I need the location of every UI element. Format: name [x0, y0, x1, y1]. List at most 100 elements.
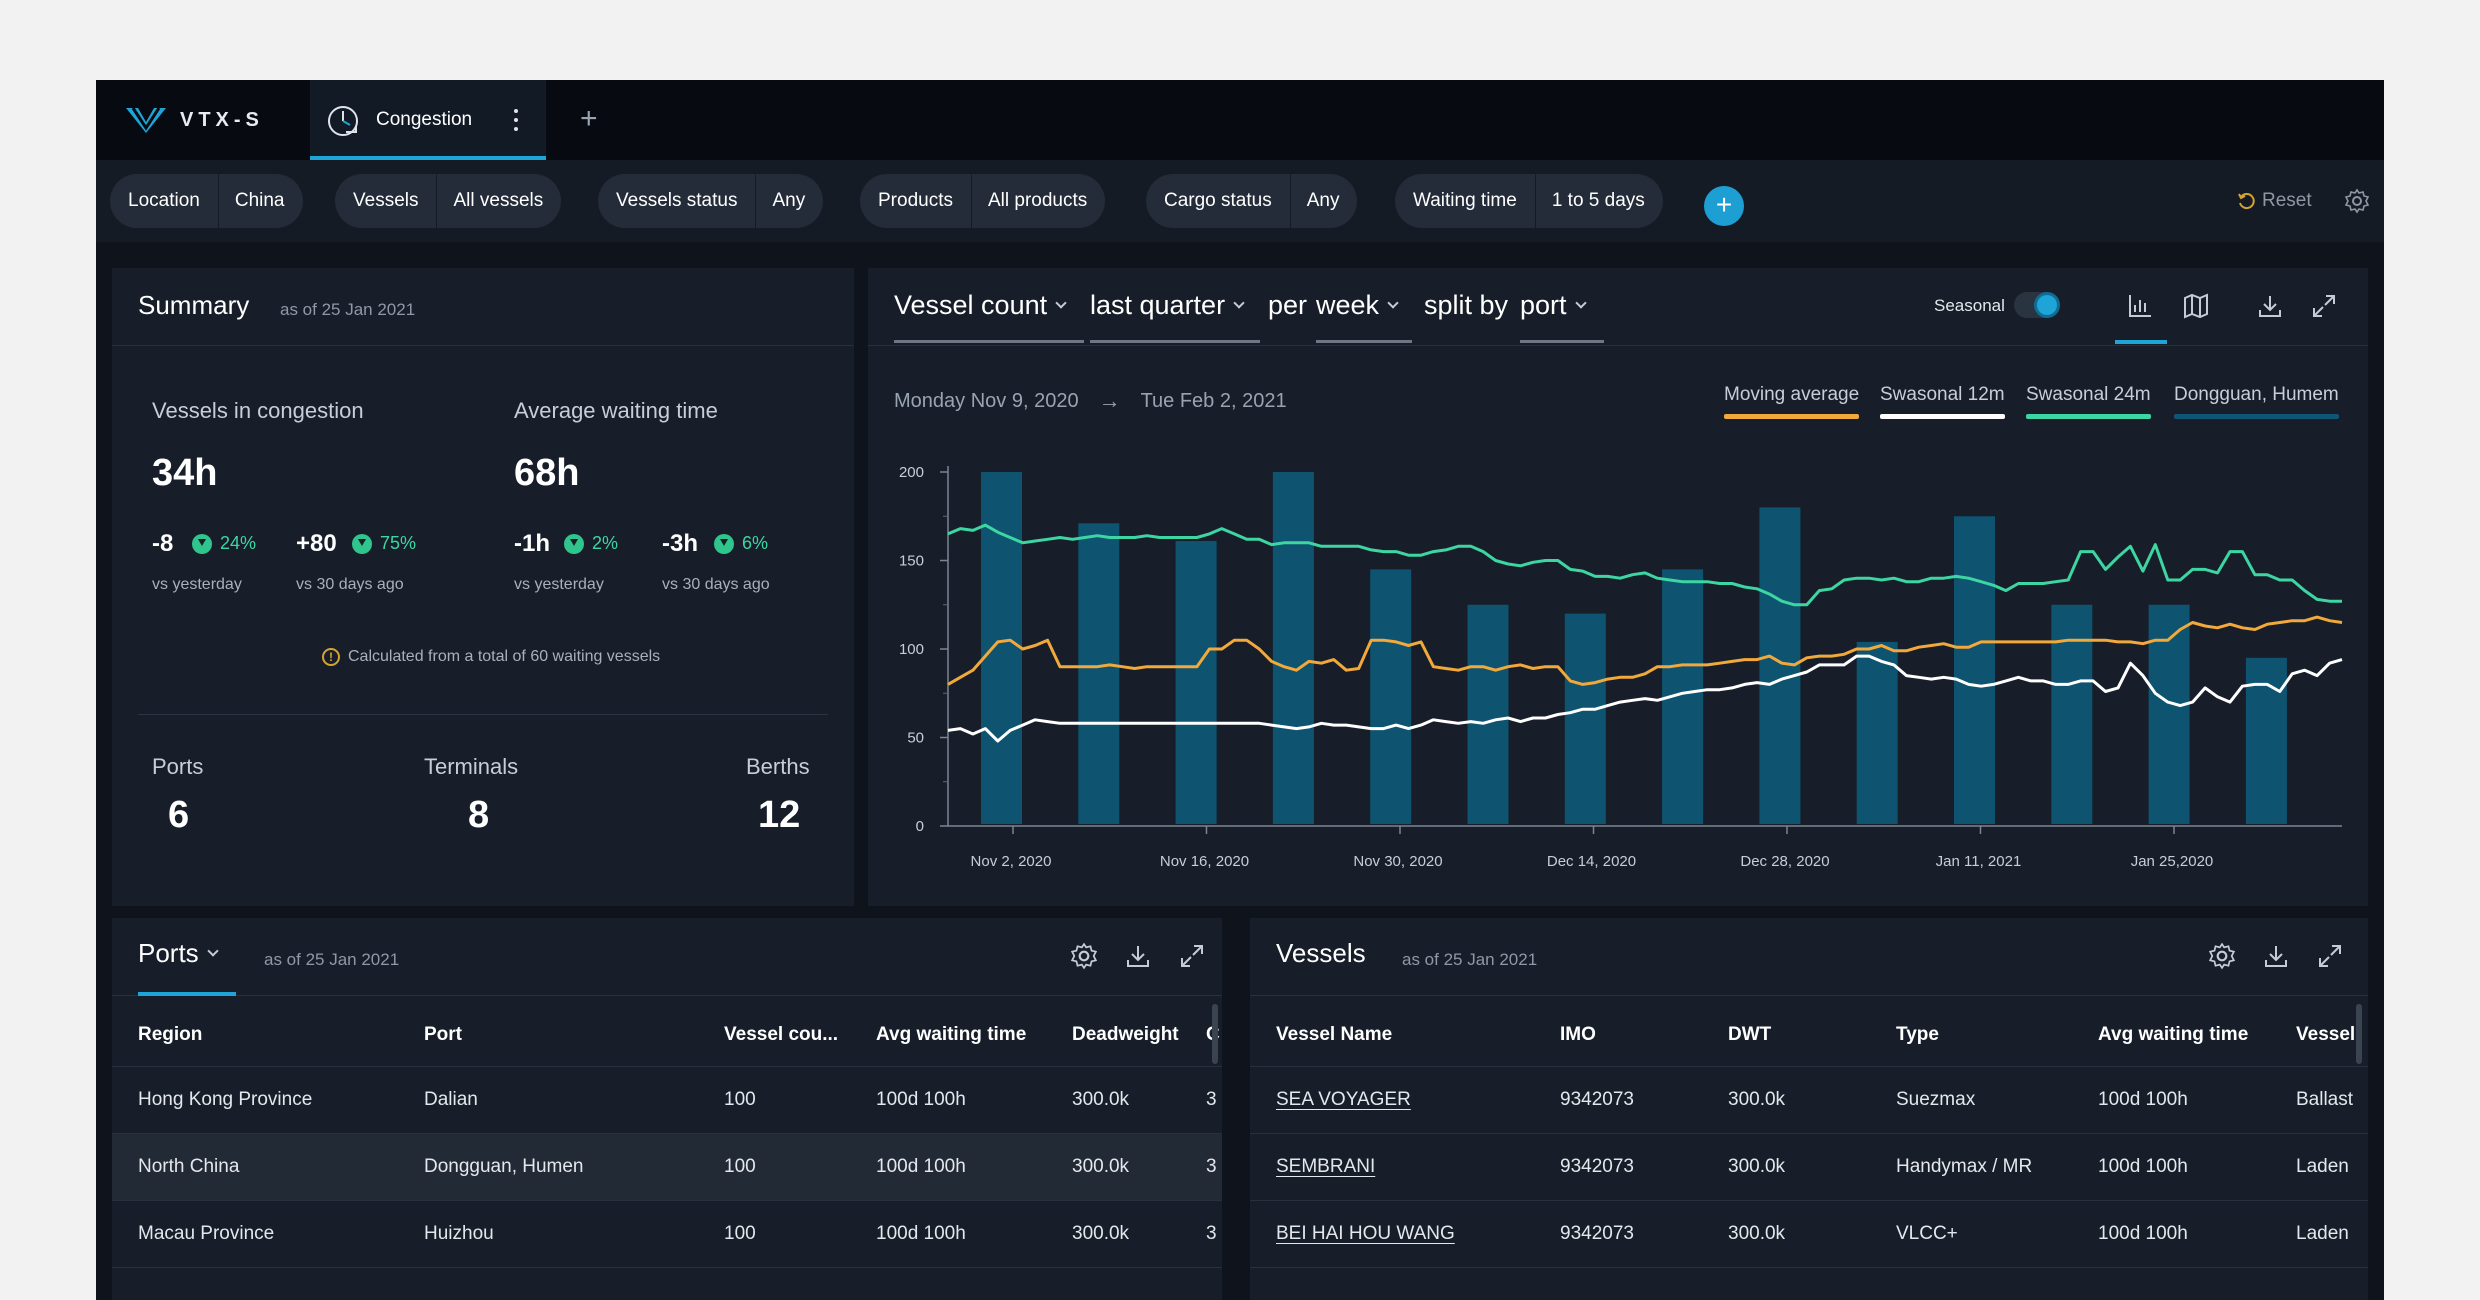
- table-row[interactable]: BEI HAI HOU WANG 9342073 300.0k VLCC+ 10…: [1250, 1200, 2368, 1267]
- reset-button[interactable]: Reset: [2236, 190, 2312, 212]
- map-icon[interactable]: [2182, 292, 2210, 320]
- calculation-note: ! Calculated from a total of 60 waiting …: [322, 648, 660, 666]
- cell-imo: 9342073: [1560, 1156, 1634, 1177]
- delta-period: vs yesterday: [152, 576, 242, 593]
- gear-icon[interactable]: [2208, 942, 2236, 970]
- logo[interactable]: VTX-S: [124, 106, 264, 134]
- split-select-underline: [1520, 340, 1604, 343]
- tab-congestion[interactable]: Congestion: [310, 80, 546, 160]
- filter-cargo-status[interactable]: Cargo status Any: [1146, 174, 1358, 228]
- cell-vessel-name-link[interactable]: SEMBRANI: [1276, 1156, 1376, 1177]
- congestion-gauge-icon: [328, 106, 358, 136]
- column-header-dwt[interactable]: DWT: [1728, 1024, 1772, 1045]
- legend-item[interactable]: Swasonal 24m: [2026, 384, 2151, 419]
- table-row[interactable]: North China Dongguan, Humen 100 100d 100…: [112, 1133, 1222, 1200]
- summary-header: Summary as of 25 Jan 2021: [112, 268, 854, 346]
- down-arrow-icon: [352, 533, 372, 554]
- terminals-value: 8: [468, 794, 490, 836]
- down-arrow-icon: [714, 533, 734, 554]
- delta-period: vs yesterday: [514, 576, 604, 593]
- cell-vessel-name-link[interactable]: SEA VOYAGER: [1276, 1089, 1411, 1110]
- expand-icon[interactable]: [2316, 942, 2344, 970]
- split-select-value: port: [1520, 290, 1567, 320]
- period-select[interactable]: last quarter: [1090, 290, 1245, 321]
- legend-item[interactable]: Swasonal 12m: [1880, 384, 2005, 419]
- column-header-type[interactable]: Type: [1896, 1024, 1939, 1045]
- column-header-vessel-count[interactable]: Vessel cou...: [724, 1024, 839, 1045]
- metric-select[interactable]: Vessel count: [894, 290, 1067, 321]
- column-header-avg-waiting-time[interactable]: Avg waiting time: [2098, 1024, 2249, 1045]
- tab-menu-icon[interactable]: [510, 106, 522, 134]
- cell-vessel-status: Laden: [2296, 1223, 2349, 1244]
- granularity-select[interactable]: week: [1316, 290, 1399, 321]
- bar: [1078, 523, 1120, 824]
- download-icon[interactable]: [2256, 292, 2284, 320]
- column-header-deadweight[interactable]: Deadweight: [1072, 1024, 1179, 1045]
- filter-value: All vessels: [453, 190, 544, 211]
- reset-icon: [2238, 193, 2255, 210]
- vessels-in-congestion-label: Vessels in congestion: [152, 398, 364, 423]
- chevron-down-icon: [207, 944, 219, 957]
- seasonal-label: Seasonal: [1934, 296, 2005, 315]
- cell-type: Handymax / MR: [1896, 1156, 2033, 1177]
- expand-icon[interactable]: [2310, 292, 2338, 320]
- legend-item[interactable]: Moving average: [1724, 384, 1860, 419]
- y-tick-label: 200: [899, 464, 924, 481]
- split-by-label: split by: [1424, 290, 1509, 320]
- column-header-vessel-name[interactable]: Vessel Name: [1276, 1024, 1393, 1045]
- column-header-avg-waiting-time[interactable]: Avg waiting time: [876, 1024, 1027, 1045]
- filter-value: All products: [987, 190, 1088, 211]
- filter-bar: Location China Vessels All vessels Vesse…: [96, 160, 2384, 242]
- date-to: Tue Feb 2, 2021: [1140, 389, 1287, 412]
- table-row[interactable]: Hong Kong Province Dalian 100 100d 100h …: [112, 1066, 1222, 1133]
- cell-vessel-name-link[interactable]: BEI HAI HOU WANG: [1276, 1223, 1455, 1244]
- expand-icon[interactable]: [1178, 942, 1206, 970]
- table-row[interactable]: SEA VOYAGER 9342073 300.0k Suezmax 100d …: [1250, 1066, 2368, 1133]
- split-select[interactable]: port: [1520, 290, 1587, 321]
- filter-vessels[interactable]: Vessels All vessels: [335, 174, 562, 228]
- gear-icon[interactable]: [1070, 942, 1098, 970]
- table-row[interactable]: [112, 1267, 1222, 1300]
- per-label: per: [1268, 290, 1308, 320]
- bar-chart-icon[interactable]: [2126, 292, 2154, 320]
- cell-deadweight: 300.0k: [1072, 1223, 1130, 1244]
- date-range[interactable]: Monday Nov 9, 2020 → Tue Feb 2, 2021: [894, 388, 1287, 414]
- column-header-port[interactable]: Port: [424, 1024, 462, 1045]
- add-tab-button[interactable]: +: [580, 102, 598, 135]
- gear-icon[interactable]: [2344, 188, 2370, 214]
- filter-waiting-time[interactable]: Waiting time 1 to 5 days: [1395, 174, 1663, 228]
- download-icon[interactable]: [1124, 942, 1152, 970]
- seasonal-toggle[interactable]: [2014, 292, 2060, 318]
- berths-value: 12: [758, 794, 801, 836]
- cell-vessel-status: Ballast: [2296, 1089, 2354, 1110]
- download-icon[interactable]: [2262, 942, 2290, 970]
- delta-percent-text: 6%: [742, 533, 769, 553]
- ports-title-select[interactable]: Ports: [138, 938, 219, 969]
- filter-products[interactable]: Products All products: [860, 174, 1106, 228]
- filter-value: 1 to 5 days: [1551, 190, 1645, 211]
- granularity-select-value: week: [1316, 290, 1380, 320]
- delta-percent: 75%: [352, 533, 416, 554]
- column-header-region[interactable]: Region: [138, 1024, 203, 1045]
- chart-header: Vessel count last quarter per week split…: [868, 268, 2368, 346]
- filter-vessels-status[interactable]: Vessels status Any: [598, 174, 824, 228]
- filter-location[interactable]: Location China: [110, 174, 303, 228]
- table-row[interactable]: SEMBRANI 9342073 300.0k Handymax / MR 10…: [1250, 1133, 2368, 1200]
- cell-vessel-status: Laden: [2296, 1156, 2349, 1177]
- column-header-vessel[interactable]: Vessel: [2296, 1024, 2356, 1045]
- horizontal-scrollbar[interactable]: [1212, 1004, 1218, 1064]
- vessels-as-of: as of 25 Jan 2021: [1402, 950, 1538, 969]
- table-row[interactable]: [1250, 1267, 2368, 1300]
- chevron-down-icon: [1233, 296, 1245, 309]
- add-filter-button[interactable]: +: [1704, 186, 1744, 226]
- delta-period: vs 30 days ago: [662, 576, 770, 593]
- ports-label: Ports: [152, 754, 204, 779]
- table-row[interactable]: Macau Province Huizhou 100 100d 100h 300…: [112, 1200, 1222, 1267]
- delta-percent-text: 2%: [592, 533, 619, 553]
- divider: [138, 714, 828, 715]
- cell-avg-waiting-time: 100d 100h: [2098, 1223, 2188, 1244]
- series-line: [947, 523, 2342, 607]
- legend-item[interactable]: Dongguan, Humem: [2174, 384, 2339, 419]
- horizontal-scrollbar[interactable]: [2356, 1004, 2362, 1064]
- column-header-imo[interactable]: IMO: [1560, 1024, 1596, 1045]
